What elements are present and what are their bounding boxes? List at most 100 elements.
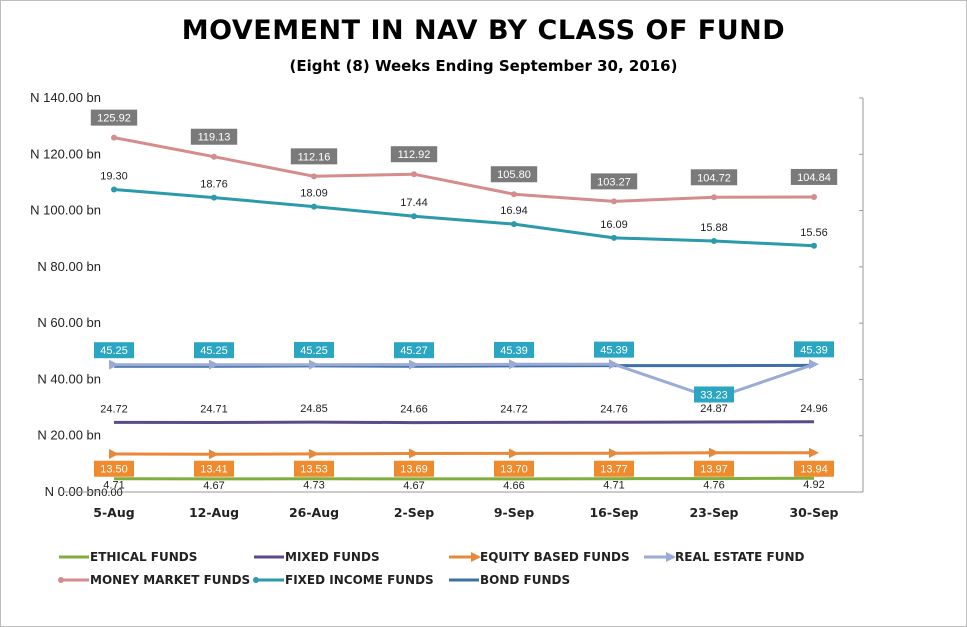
x-tick-label: 26-Aug (289, 505, 339, 520)
data-label-equity-based-funds: 13.53 (300, 464, 328, 476)
data-point-fixed-income-funds (211, 194, 217, 201)
data-point-fixed-income-funds (811, 242, 817, 249)
data-point-real-estate-fund (409, 359, 419, 370)
legend-label-bond-funds: BOND FUNDS (480, 573, 570, 587)
data-label-box-bond-funds (594, 341, 634, 358)
data-point-equity-based-funds (109, 449, 119, 460)
series-line-equity-based-funds (113, 451, 815, 456)
data-label-box-money-market-funds (190, 128, 238, 145)
data-label-fixed-income-funds: 15.88 (700, 222, 728, 234)
x-tick-label: 12-Aug (189, 505, 239, 520)
y-tick-label: N 100.00 bn (30, 203, 101, 218)
y-tick-label: N 60.00 bn (37, 315, 101, 330)
data-label-ethical-funds: 4.71 (103, 480, 124, 492)
y-tick-label: N 140.00 bn (30, 90, 101, 105)
data-label-fixed-income-funds: 18.09 (300, 188, 328, 200)
data-label-money-market-funds: 112.92 (398, 149, 431, 161)
y-tick-label: N 20.00 bn (37, 428, 101, 443)
data-label-fixed-income-funds: 16.09 (600, 219, 628, 231)
data-label-bond-funds: 45.25 (200, 345, 228, 357)
data-label-box-money-market-funds (490, 166, 538, 183)
legend-marker-equity-based-funds (471, 552, 481, 562)
legend-marker-real-estate-fund (666, 552, 676, 562)
data-point-money-market-funds (111, 134, 117, 141)
data-label-equity-based-funds: 13.77 (600, 464, 628, 476)
data-point-equity-based-funds (609, 448, 619, 459)
data-label-bond-funds: 45.39 (500, 345, 528, 357)
data-point-equity-based-funds (509, 448, 519, 459)
data-label-box-money-market-funds (390, 146, 438, 163)
data-label-box-equity-based-funds (94, 460, 134, 477)
data-label-ethical-funds: 4.76 (703, 480, 724, 492)
data-label-box-money-market-funds (790, 168, 838, 185)
legend-marker-fixed-income-funds (253, 577, 259, 583)
data-label-ethical-funds: 4.71 (603, 480, 624, 492)
data-point-money-market-funds (811, 193, 817, 200)
data-point-fixed-income-funds (711, 237, 717, 244)
y-tick-label: N 120.00 bn (30, 146, 101, 161)
data-point-fixed-income-funds (611, 234, 617, 241)
data-label-equity-based-funds: 13.94 (800, 464, 828, 476)
x-tick-label: 9-Sep (494, 505, 534, 520)
data-label-ethical-funds: 4.92 (803, 479, 824, 491)
data-label-bond-funds: 45.25 (100, 345, 128, 357)
data-point-money-market-funds (211, 153, 217, 160)
data-label-mixed-funds: 24.96 (800, 403, 828, 415)
data-label-ethical-funds: 4.67 (203, 480, 224, 492)
data-point-equity-based-funds (409, 448, 419, 459)
data-point-equity-based-funds (809, 447, 819, 458)
data-label-fixed-income-funds: 18.76 (200, 179, 228, 191)
data-label-money-market-funds: 104.84 (797, 172, 831, 184)
legend-label-ethical-funds: ETHICAL FUNDS (90, 550, 197, 564)
data-label-box-money-market-funds (590, 173, 638, 190)
data-label-box-equity-based-funds (194, 460, 234, 477)
data-label-mixed-funds: 24.85 (300, 403, 328, 415)
legend-label-fixed-income-funds: FIXED INCOME FUNDS (285, 573, 434, 587)
data-label-equity-based-funds: 13.70 (500, 464, 528, 476)
data-label-mixed-funds: 24.66 (400, 404, 428, 416)
data-point-real-estate-fund (209, 359, 219, 370)
data-point-real-estate-fund (509, 359, 519, 370)
data-label-fixed-income-funds: 19.30 (100, 170, 128, 182)
data-point-money-market-funds (411, 171, 417, 178)
data-label-box-money-market-funds (290, 148, 338, 165)
data-label-box-bond-funds (194, 342, 234, 359)
data-point-money-market-funds (611, 198, 617, 205)
data-point-money-market-funds (511, 191, 517, 198)
legend-label-equity-based-funds: EQUITY BASED FUNDS (480, 550, 630, 564)
data-label-equity-based-funds: 13.97 (700, 464, 728, 476)
data-label-box-equity-based-funds (394, 460, 434, 477)
y-tick-label: N 40.00 bn (37, 371, 101, 386)
data-point-fixed-income-funds (311, 203, 317, 210)
data-label-box-equity-based-funds (694, 460, 734, 477)
x-tick-label: 2-Sep (394, 505, 434, 520)
data-label-money-market-funds: 112.16 (298, 151, 331, 163)
data-label-ethical-funds: 4.66 (503, 480, 524, 492)
data-label-box-bond-funds (94, 342, 134, 359)
y-tick-label: N 80.00 bn (37, 259, 101, 274)
data-point-equity-based-funds (209, 449, 219, 460)
series-line-money-market-funds (113, 136, 815, 203)
legend-label-mixed-funds: MIXED FUNDS (285, 550, 380, 564)
data-label-equity-based-funds: 13.50 (100, 464, 128, 476)
data-label-money-market-funds: 105.80 (497, 169, 531, 181)
series-line-fixed-income-funds (113, 188, 815, 248)
stray-data-label: 0.00 (101, 487, 122, 499)
data-label-money-market-funds: 104.72 (697, 172, 731, 184)
x-tick-label: 16-Sep (589, 505, 638, 520)
data-label-fixed-income-funds: 16.94 (500, 205, 528, 217)
data-label-box-money-market-funds (90, 109, 138, 126)
data-label-mixed-funds: 24.76 (600, 403, 628, 415)
data-point-money-market-funds (711, 194, 717, 201)
data-point-fixed-income-funds (111, 186, 117, 193)
data-label-box-bond-funds (694, 386, 734, 403)
data-label-mixed-funds: 24.71 (200, 403, 228, 415)
data-point-equity-based-funds (709, 447, 719, 458)
data-label-bond-funds: 45.27 (400, 345, 428, 357)
data-label-mixed-funds: 24.87 (700, 403, 728, 415)
data-label-bond-funds: 33.23 (700, 389, 728, 401)
legend-marker-money-market-funds (58, 577, 64, 583)
data-label-mixed-funds: 24.72 (500, 403, 528, 415)
series-line-ethical-funds (113, 476, 815, 481)
chart-subtitle: (Eight (8) Weeks Ending September 30, 20… (289, 57, 678, 75)
